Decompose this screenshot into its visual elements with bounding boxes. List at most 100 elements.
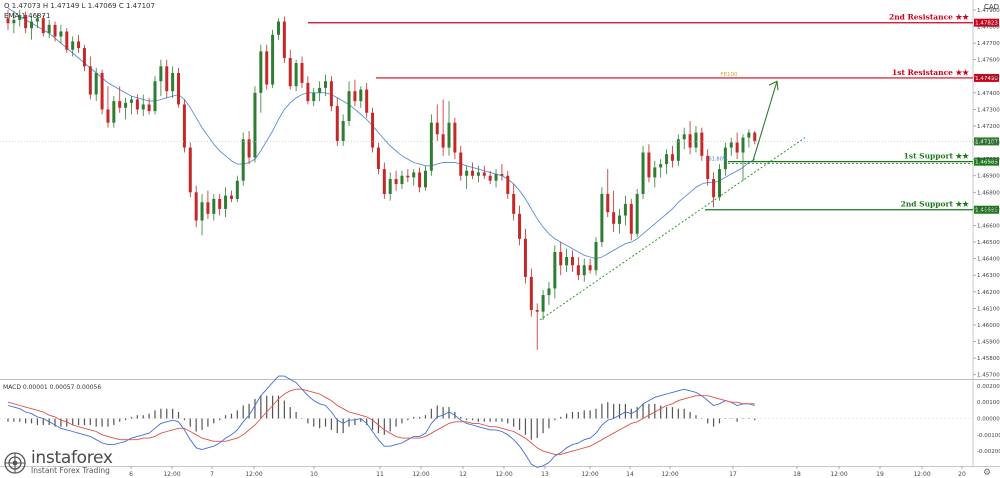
candle-body	[247, 139, 251, 158]
time-tick-label: 12:00	[245, 471, 262, 478]
macd-histogram-bar	[260, 395, 262, 419]
macd-histogram-bar	[718, 418, 721, 424]
candle-body	[694, 132, 698, 148]
macd-histogram-bar	[125, 418, 127, 421]
level-name: 2nd Resistance ★★	[889, 13, 970, 22]
candle	[700, 127, 704, 161]
candle	[194, 185, 198, 228]
macd-tick-label: 0.00200	[977, 384, 1000, 390]
macd-histogram-bar	[130, 416, 133, 419]
macd-histogram-bar	[348, 418, 350, 427]
candle-body	[471, 170, 475, 176]
settings-gear-icon[interactable]: ⚙	[983, 468, 992, 478]
candle-body	[218, 198, 222, 209]
candle-body	[523, 238, 527, 277]
macd-histogram-bar	[589, 410, 591, 419]
projection-arrow-head	[768, 80, 779, 91]
candle	[747, 129, 751, 148]
candle-body	[723, 147, 727, 170]
macd-histogram-bar	[371, 418, 374, 430]
macd-histogram-bar	[313, 418, 315, 427]
macd-tick-label: 0.00100	[977, 400, 1000, 406]
level-price-tag	[974, 205, 999, 214]
macd-histogram-bar	[242, 405, 244, 419]
macd-histogram-bar	[289, 407, 291, 419]
fib-label-fe100: FE100	[720, 72, 738, 78]
candle	[729, 137, 733, 156]
candle-body	[276, 21, 280, 35]
macd-histogram-bar	[677, 408, 679, 419]
candle-body	[265, 51, 269, 85]
candle-body	[200, 202, 204, 221]
candle	[288, 49, 292, 90]
macd-histogram-bar	[77, 418, 80, 426]
candle-body	[659, 164, 663, 168]
level-3: 1st Support ★★ 1.46985	[728, 152, 999, 166]
candle-body	[382, 169, 386, 194]
candle	[253, 86, 257, 163]
candle-body	[324, 81, 328, 88]
brand-name: instaforex	[31, 448, 113, 468]
macd-histogram-bar	[595, 408, 597, 419]
macd-histogram-bar	[195, 418, 197, 432]
macd-histogram-bar	[477, 418, 479, 422]
macd-histogram-bar	[524, 418, 527, 435]
macd-histogram-bar	[413, 416, 415, 419]
macd-histogram-bar	[330, 418, 332, 430]
candle-body	[41, 18, 45, 34]
candle	[53, 21, 57, 42]
candle-body	[394, 179, 398, 185]
candle-body	[418, 172, 422, 188]
level-price-label: 1.47490	[975, 76, 998, 82]
candle	[717, 164, 721, 201]
candle	[218, 193, 222, 216]
candle-body	[665, 154, 669, 165]
time-tick-label: 12:00	[412, 471, 429, 478]
macd-histogram-bar	[154, 410, 156, 419]
level-name: 2nd Support ★★	[901, 200, 971, 209]
candle-body	[500, 174, 504, 176]
candle	[300, 56, 304, 88]
candle	[294, 59, 298, 92]
candle-body	[670, 154, 674, 161]
time-tick-label: 10	[310, 471, 318, 478]
candle	[612, 190, 616, 233]
candle-body	[747, 132, 751, 138]
price-tick-label: 1.46800	[977, 190, 1000, 196]
macd-histogram-bar	[501, 418, 503, 422]
candle-body	[623, 203, 627, 216]
macd-histogram-bar	[113, 418, 115, 426]
price-tick-label: 1.47600	[977, 58, 1000, 64]
level-price-label: 1.47823	[975, 21, 998, 27]
candle-body	[329, 81, 333, 107]
candle-body	[653, 167, 657, 178]
price-tick-label: 1.47800	[977, 25, 1000, 31]
price-tick-label: 1.45800	[977, 356, 1000, 362]
candle	[12, 11, 16, 34]
candle-body	[641, 152, 645, 194]
candle	[247, 130, 251, 165]
candle	[518, 205, 522, 246]
candle	[441, 99, 445, 156]
candle-body	[376, 147, 380, 170]
macd-histogram-bar	[107, 418, 109, 427]
candle-body	[77, 41, 81, 49]
macd-histogram-bar	[442, 407, 444, 419]
candle-body	[717, 169, 721, 198]
candle	[324, 74, 328, 97]
candle-body	[18, 14, 22, 20]
candle	[129, 96, 133, 115]
candle-body	[494, 174, 498, 181]
candle	[171, 66, 175, 98]
candle-body	[371, 112, 375, 148]
candle-body	[353, 91, 357, 102]
candle-body	[212, 198, 216, 214]
candle-body	[177, 72, 181, 105]
last-price-tag	[974, 137, 999, 146]
candle	[376, 142, 380, 175]
candle-body	[453, 122, 457, 153]
macd-histogram-bar	[407, 418, 409, 421]
candle-body	[224, 195, 228, 209]
macd-histogram-bar	[707, 418, 709, 424]
price-tick-label: 1.46900	[977, 174, 1000, 180]
